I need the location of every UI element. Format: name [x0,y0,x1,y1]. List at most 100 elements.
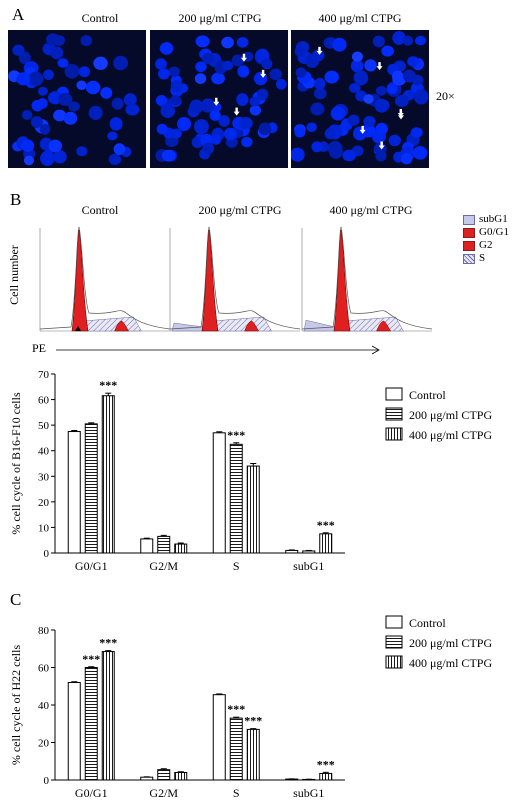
nucleus [375,122,388,135]
legend-label: G2 [479,239,493,251]
legend-label: 200 μg/ml CTPG [409,408,492,422]
nucleus [209,110,221,121]
legend-label: 400 μg/ml CTPG [409,656,492,670]
bar [174,543,188,554]
nucleus [21,139,35,152]
legend-swatch [385,427,403,441]
x-tick-label: G2/M [149,559,178,573]
significance-marker: *** [317,757,335,771]
histogram-title-200: 200 μg/ml CTPG [198,203,282,217]
nucleus [21,109,33,120]
nucleus [189,99,204,114]
panel-b-letter: B [10,190,22,209]
histogram-title-control: Control [81,203,119,217]
nucleus [363,94,374,104]
nucleus [375,85,387,96]
apoptosis-arrow [397,108,404,117]
nucleus [53,109,67,122]
y-tick-label: 40 [38,446,50,458]
y-tick-label: 40 [38,700,50,712]
bar [246,728,260,781]
legend-swatch [385,635,403,649]
x-tick-label: G2/M [149,786,178,800]
histogram-g2-peak [376,320,392,332]
y-tick-label: 20 [38,497,50,509]
pe-arrow-head [371,345,380,355]
nucleus [113,55,129,71]
gate-marker [75,326,81,331]
legend-label: Control [409,616,446,630]
nucleus [125,103,140,116]
nucleus [210,134,222,145]
nucleus [12,44,25,56]
x-tick-label: G0/G1 [75,559,108,573]
nucleus [403,69,416,83]
bar [140,776,154,781]
nucleus [202,142,215,155]
y-tick-label: 0 [44,775,50,787]
nucleus [249,96,261,107]
x-tick-label: S [233,559,240,573]
nucleus [43,69,54,81]
nucleus [158,68,170,80]
nucleus [68,101,80,112]
legend-swatch [463,215,475,225]
y-tick-label: 60 [38,663,50,675]
significance-marker: *** [227,702,245,716]
nucleus [161,149,176,162]
panel-a-letter: A [12,5,25,24]
nucleus [291,147,305,162]
nucleus [351,51,363,62]
nucleus [413,89,429,105]
nucleus [372,35,385,48]
nucleus [414,35,427,46]
nucleus [295,67,307,78]
nucleus [294,46,306,57]
x-tick-label: subG1 [293,559,324,573]
histogram-trace [301,226,433,330]
nucleus [256,88,269,101]
nucleus [109,117,123,131]
y-tick-label: 60 [38,395,50,407]
micrograph-control [8,30,146,168]
nucleus [170,79,184,93]
significance-marker: *** [99,378,117,392]
legend-swatch [463,254,475,264]
legend-swatch [463,241,475,251]
nucleus [211,72,225,85]
nucleus [306,122,317,132]
nucleus [324,128,336,140]
legend-item-g0g1: G0/G1 [463,226,521,239]
nucleus [176,116,192,132]
nucleus [50,46,64,60]
nucleus [194,73,207,84]
legend-label: G0/G1 [479,226,509,238]
panel-a-label-control: Control [81,11,119,25]
significance-marker: *** [82,652,100,666]
nucleus [195,35,210,48]
bar [140,538,154,554]
significance-marker: *** [317,518,335,532]
nucleus [388,134,401,147]
nucleus [394,94,409,108]
nucleus [57,58,69,68]
apoptosis-arrow [378,141,385,150]
bar [212,694,226,781]
nucleus [310,102,325,116]
nucleus [236,37,249,48]
apoptosis-arrow [260,69,267,78]
nucleus [218,115,230,127]
nucleus [202,52,214,65]
nucleus [159,42,174,55]
bar [157,535,171,554]
nucleus [402,35,414,46]
nucleus [364,59,377,72]
nucleus [194,119,209,135]
histogram-legend: subG1 G0/G1 G2 S [463,213,521,265]
y-tick-label: 80 [38,625,50,637]
magnification-label: 20× [436,89,455,103]
nucleus [393,151,404,163]
panel-c-letter: C [10,590,22,609]
nucleus [275,78,287,90]
nucleus [48,139,63,153]
